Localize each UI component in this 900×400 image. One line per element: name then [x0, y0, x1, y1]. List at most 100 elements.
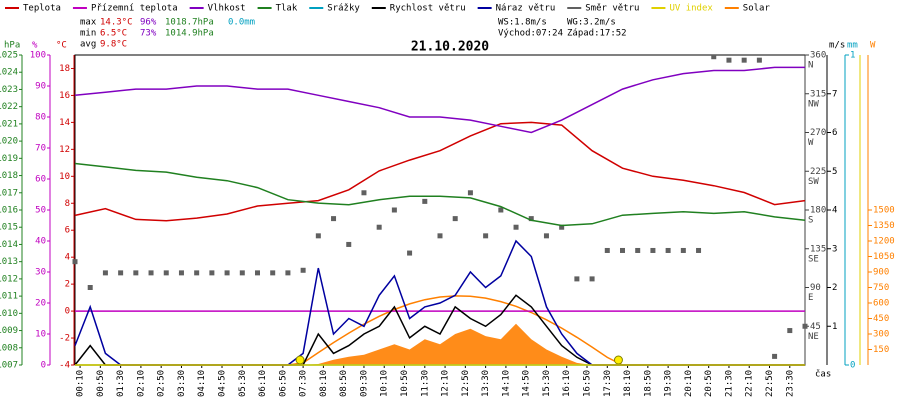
wind-speed-info: WS:1.8m/s	[498, 18, 547, 28]
direction-point	[665, 247, 671, 253]
direction-point	[802, 323, 808, 329]
direction-point	[178, 270, 184, 276]
x-tick-label: 00:50	[96, 370, 106, 397]
x-tick-label: 07:30	[299, 370, 309, 397]
direction-point	[102, 270, 108, 276]
direction-point	[376, 224, 382, 230]
direction-point	[467, 190, 473, 196]
x-tick-label: 10:10	[380, 370, 390, 397]
x-axis-label: čas	[815, 369, 831, 380]
y-tick-label: 225	[810, 167, 826, 177]
x-tick-label: 12:50	[461, 370, 471, 397]
stat-rain: 0.0mm	[228, 18, 255, 28]
x-tick-label: 22:10	[745, 370, 755, 397]
x-tick-label: 00:10	[76, 370, 86, 397]
legend-label: Směr větru	[585, 4, 639, 14]
x-tick-label: 11:30	[420, 370, 430, 397]
direction-point	[620, 247, 625, 253]
y-tick-label: 450	[873, 314, 889, 324]
direction-point	[711, 54, 717, 60]
axis-unit: m/s	[829, 41, 845, 51]
direction-point	[437, 233, 443, 239]
y-tick-label: 50	[35, 206, 46, 216]
legend-label: Solar	[743, 4, 771, 14]
y-tick-label: 1025	[0, 51, 18, 61]
legend-label: Tlak	[276, 4, 298, 14]
y-tick-label: 16	[59, 91, 70, 101]
stat-label: avg	[80, 40, 96, 50]
x-tick-label: 01:30	[116, 370, 126, 397]
direction-point	[118, 270, 124, 276]
direction-name: NW	[808, 99, 819, 109]
y-tick-label: 60	[35, 175, 46, 185]
direction-point	[726, 57, 732, 63]
y-tick-label: 900	[873, 268, 889, 278]
x-tick-label: 16:50	[583, 370, 593, 397]
y-tick-label: 270	[810, 128, 826, 138]
direction-point	[528, 216, 534, 222]
y-tick-label: 300	[873, 330, 889, 340]
direction-point	[772, 353, 778, 359]
y-tick-label: 90	[35, 82, 46, 92]
direction-point	[239, 270, 245, 276]
direction-point	[635, 247, 641, 253]
direction-name: S	[808, 216, 813, 226]
y-tick-label: 1013	[0, 257, 18, 267]
y-tick-label: 100	[30, 51, 46, 61]
series-line	[74, 162, 806, 227]
direction-point	[696, 247, 702, 253]
y-tick-label: 10	[59, 172, 70, 182]
x-tick-label: 04:50	[218, 370, 228, 397]
x-tick-label: 14:10	[501, 370, 511, 397]
plot-frame	[74, 54, 806, 366]
y-tick-label: -2	[59, 334, 70, 344]
y-tick-label: 180	[810, 206, 826, 216]
direction-point	[331, 216, 337, 222]
direction-point	[148, 270, 154, 276]
direction-name: SW	[808, 177, 819, 187]
stat-temp: 14.3°C	[100, 18, 133, 28]
y-tick-label: 5	[832, 167, 837, 177]
y-tick-label: 360	[810, 51, 826, 61]
x-tick-label: 02:10	[136, 370, 146, 397]
direction-point	[589, 276, 595, 282]
y-tick-label: 0	[41, 361, 46, 371]
direction-point	[270, 270, 276, 276]
legend-label: Teplota	[23, 4, 61, 14]
x-tick-label: 17:30	[603, 370, 613, 397]
x-tick-label: 10:50	[400, 370, 410, 397]
x-tick-label: 08:10	[319, 370, 329, 397]
y-tick-label: 1021	[0, 119, 18, 129]
direction-point	[559, 224, 565, 230]
y-tick-label: 1350	[873, 221, 895, 231]
x-tick-label: 18:10	[623, 370, 633, 397]
direction-point	[787, 328, 793, 334]
direction-point	[315, 233, 321, 239]
y-tick-label: 1050	[873, 252, 895, 262]
x-tick-label: 16:10	[562, 370, 572, 397]
x-tick-label: 06:50	[278, 370, 288, 397]
direction-point	[574, 276, 580, 282]
x-tick-label: 13:30	[481, 370, 491, 397]
stat-pressure: 1018.7hPa	[165, 18, 214, 28]
direction-point	[513, 224, 519, 230]
sunrise-info: Východ:07:24	[498, 29, 563, 39]
direction-point	[650, 247, 656, 253]
y-tick-label: 1500	[873, 206, 895, 216]
direction-point	[498, 207, 504, 213]
x-tick-label: 06:10	[258, 370, 268, 397]
x-tick-label: 04:10	[197, 370, 207, 397]
stat-pressure: 1014.9hPa	[165, 29, 214, 39]
direction-point	[300, 267, 306, 273]
y-tick-label: 10	[35, 330, 46, 340]
y-tick-label: 315	[810, 89, 826, 99]
y-tick-label: 8	[65, 199, 70, 209]
y-tick-label: 45	[810, 322, 821, 332]
axis-unit: W	[870, 41, 876, 51]
y-tick-label: 1	[850, 51, 855, 61]
y-tick-label: 6	[65, 226, 70, 236]
solar-area	[75, 323, 805, 365]
legend-label: Rychlost větru	[390, 4, 466, 14]
y-tick-label: 12	[59, 145, 70, 155]
y-tick-label: 70	[35, 144, 46, 154]
